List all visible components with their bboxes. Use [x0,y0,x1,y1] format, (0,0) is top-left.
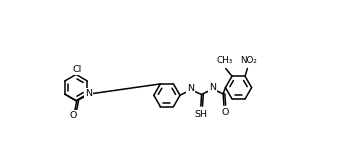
Text: O: O [222,108,229,117]
Text: N: N [85,89,92,98]
Text: Cl: Cl [72,65,81,74]
Text: NO₂: NO₂ [240,56,257,65]
Text: CH₃: CH₃ [216,56,233,66]
Text: N: N [209,83,216,92]
Text: N: N [187,84,194,93]
Text: SH: SH [194,110,207,119]
Text: O: O [70,111,77,120]
